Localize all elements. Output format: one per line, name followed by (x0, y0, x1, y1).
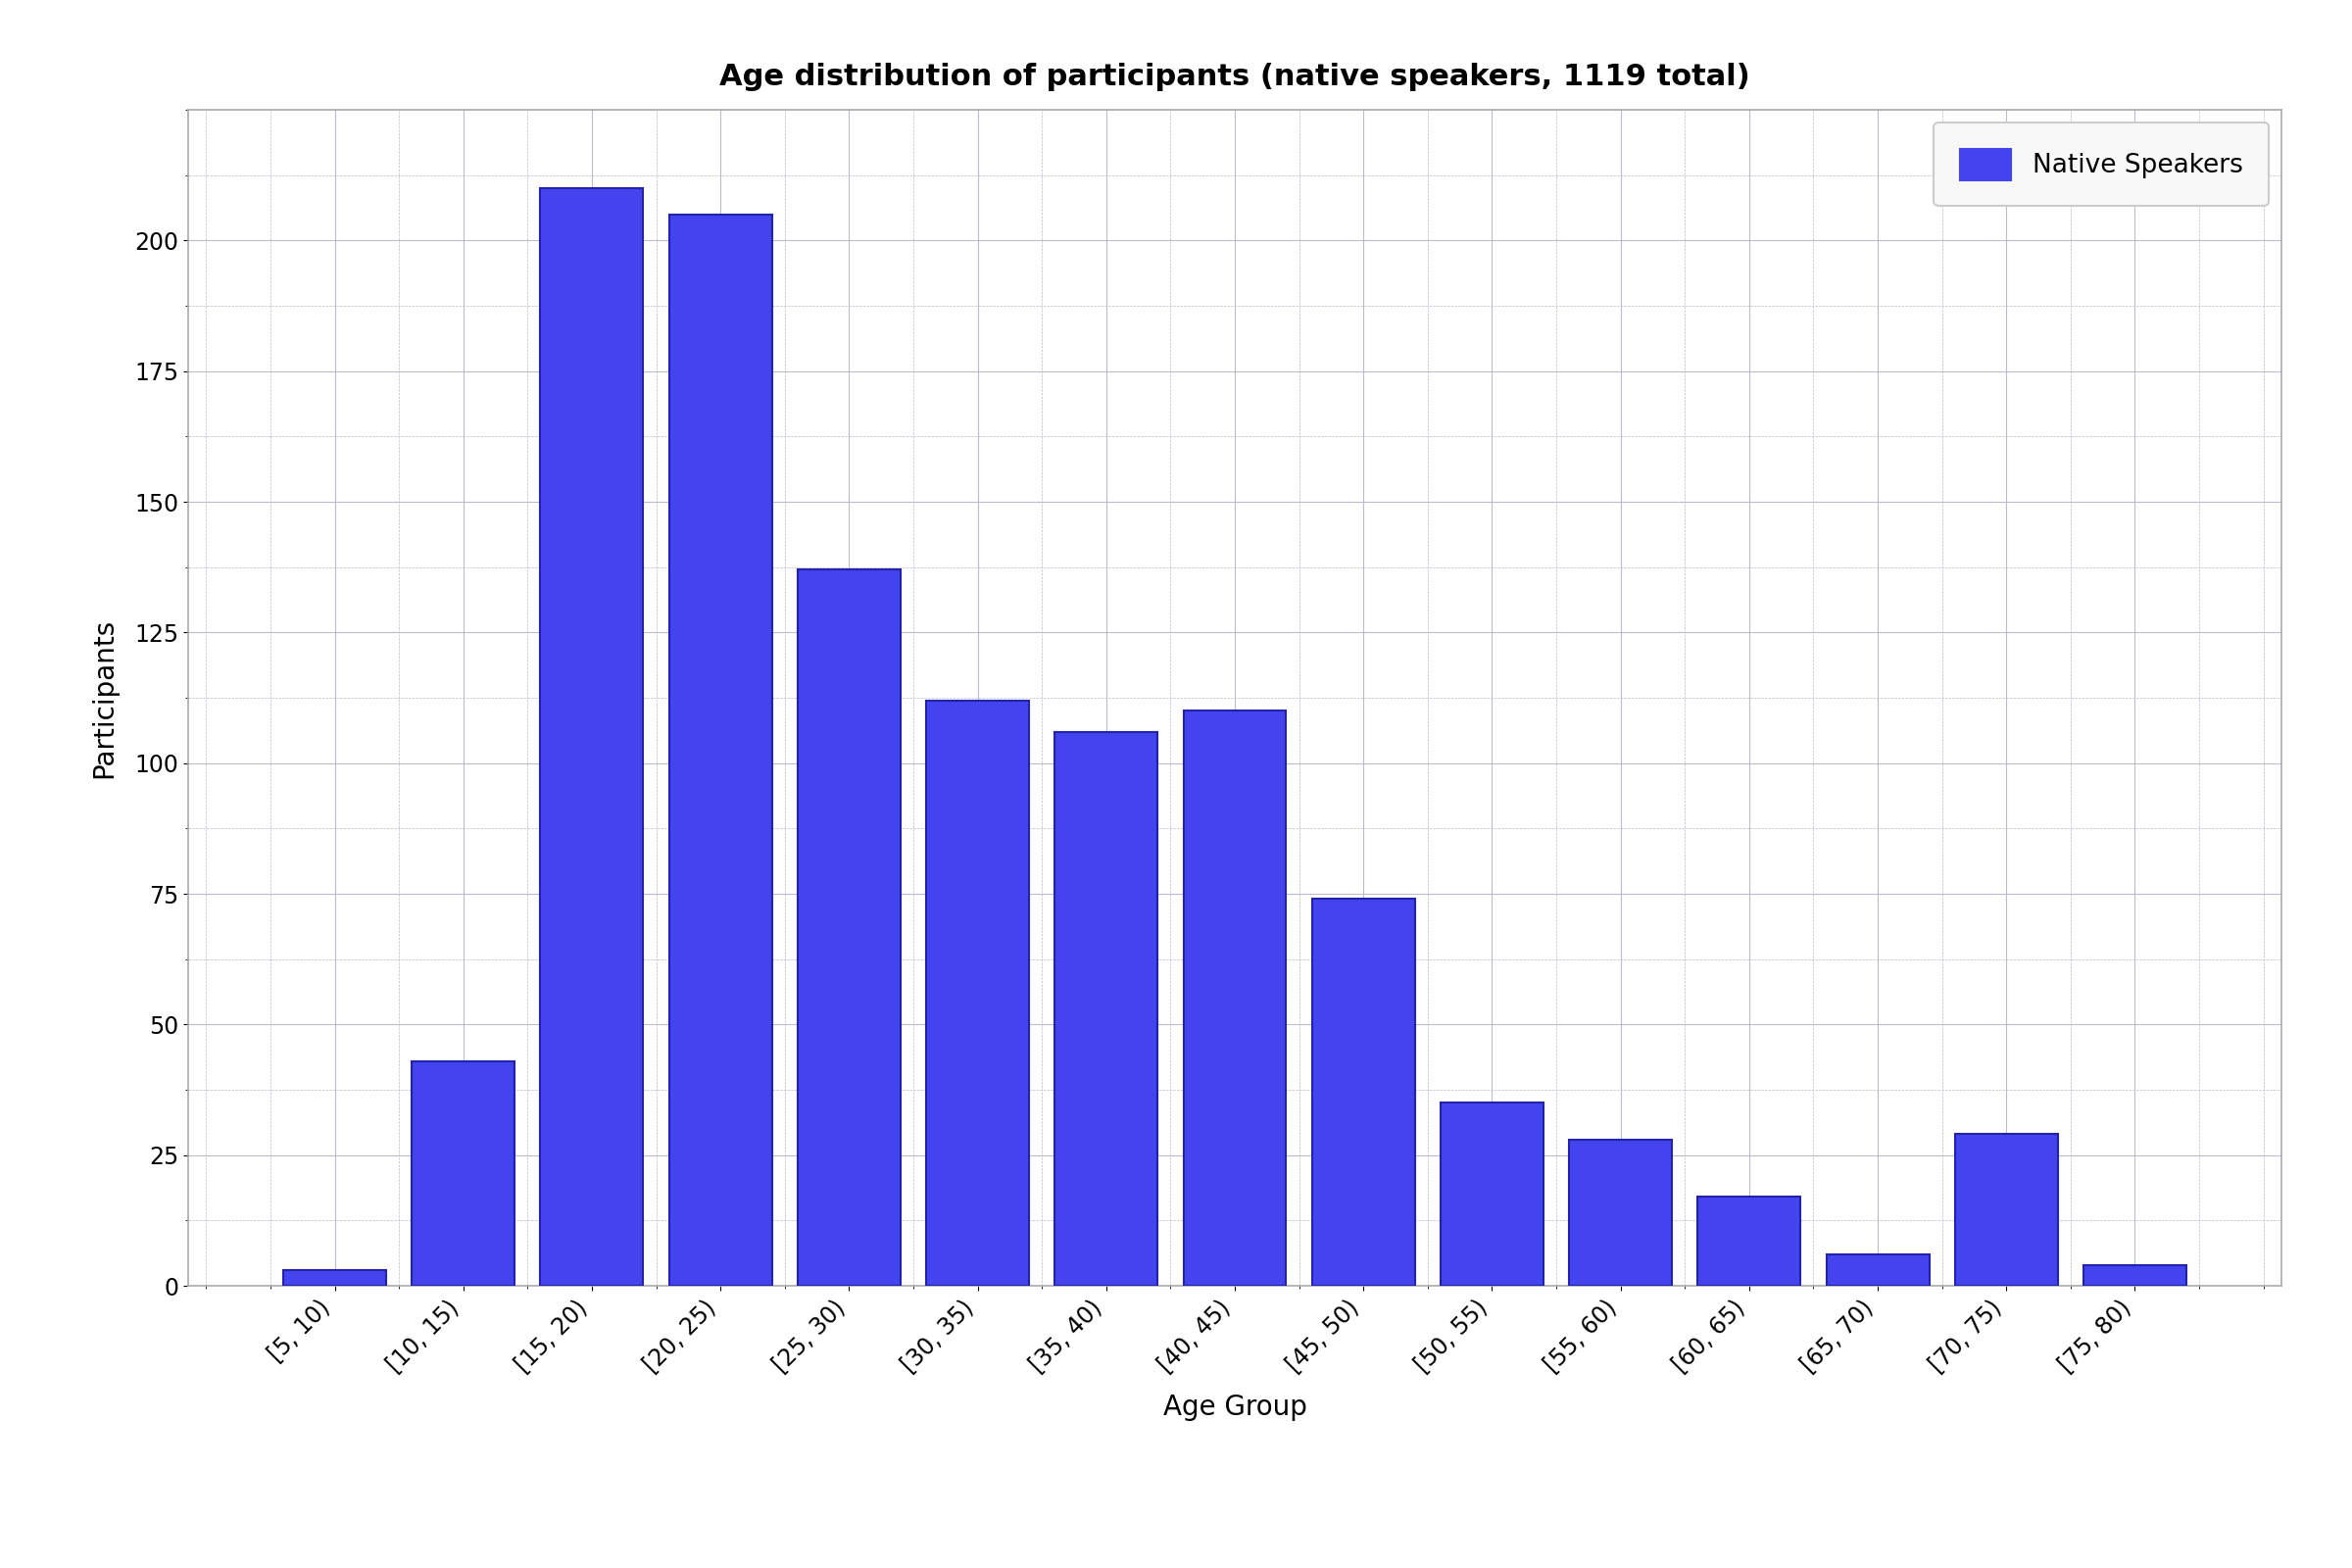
Bar (1569, 1140, 1672, 1286)
Bar (1054, 732, 1157, 1286)
Bar (1183, 710, 1287, 1286)
Bar (1439, 1102, 1543, 1286)
Bar (412, 1062, 515, 1286)
Bar (1825, 1254, 1929, 1286)
Bar (2084, 1265, 2187, 1286)
Y-axis label: Participants: Participants (92, 618, 118, 778)
Bar (1312, 898, 1416, 1286)
Bar (1698, 1196, 1802, 1286)
Legend: Native Speakers: Native Speakers (1933, 122, 2270, 205)
X-axis label: Age Group: Age Group (1162, 1394, 1308, 1421)
Bar (927, 701, 1030, 1286)
Bar (797, 569, 901, 1286)
Bar (1955, 1134, 2058, 1286)
Title: Age distribution of participants (native speakers, 1119 total): Age distribution of participants (native… (720, 63, 1750, 91)
Bar (541, 188, 644, 1286)
Bar (668, 215, 771, 1286)
Bar (282, 1270, 386, 1286)
